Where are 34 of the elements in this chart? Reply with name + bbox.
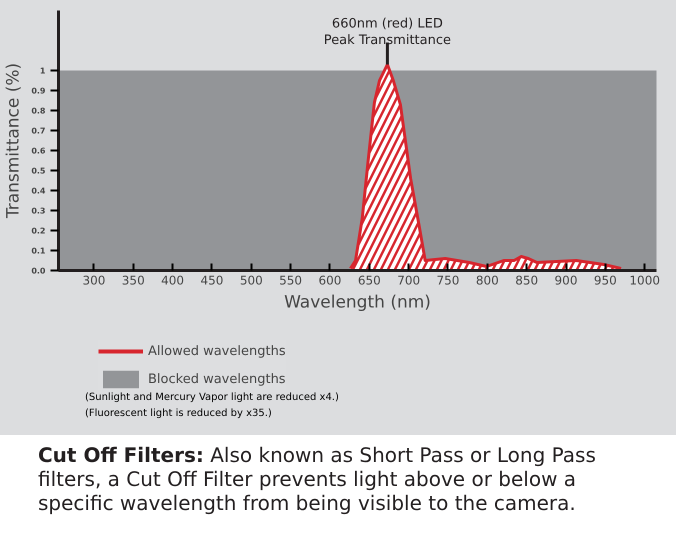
x-tick-label: 900: [554, 274, 578, 288]
x-tick-label: 950: [594, 274, 617, 288]
legend-label: Allowed wavelengths: [148, 344, 286, 358]
y-tick-label: 0.9: [31, 86, 46, 96]
x-tick-label: 300: [82, 274, 106, 288]
legend-label: Blocked wavelengths: [148, 372, 286, 386]
y-axis-title: Transmittance (%): [3, 62, 24, 220]
y-tick-label: 0.0: [31, 266, 46, 276]
x-tick-label: 850: [515, 274, 538, 288]
x-axis-title: Wavelength (nm): [284, 292, 431, 312]
text: (Fluorescent light is reduced by x35.): [85, 407, 273, 421]
y-tick-label: 0.4: [31, 186, 46, 196]
x-tick-label: 700: [397, 274, 420, 288]
text: (Sunlight and Mercury Vapor light are reduced x4.): [85, 391, 339, 405]
y-tick-label: 0.7: [31, 126, 46, 136]
x-tick-label: 800: [476, 274, 499, 288]
x-tick-label: 1000: [629, 274, 660, 288]
x-tick-label: 350: [122, 274, 145, 288]
text: Cut Off Filters:: [38, 443, 204, 467]
y-tick-label: 1: [40, 66, 46, 76]
x-tick-label: 400: [161, 274, 184, 288]
y-tick-label: 0.3: [31, 206, 46, 216]
y-tick-label: 0.2: [31, 226, 46, 236]
x-tick-label: 450: [200, 274, 224, 288]
x-tick-label: 750: [436, 274, 460, 288]
x-tick-label: 650: [358, 274, 381, 288]
y-tick-label: 0.5: [31, 166, 46, 176]
y-tick-label: 0.8: [31, 106, 46, 116]
x-tick-label: 600: [318, 274, 342, 288]
annotation: 660nm (red) LED Peak Transmittance: [324, 16, 451, 48]
y-tick-label: 0.6: [31, 146, 46, 156]
y-tick-label: 0.1: [31, 246, 46, 256]
x-tick-label: 550: [279, 274, 302, 288]
x-tick-label: 500: [240, 274, 263, 288]
